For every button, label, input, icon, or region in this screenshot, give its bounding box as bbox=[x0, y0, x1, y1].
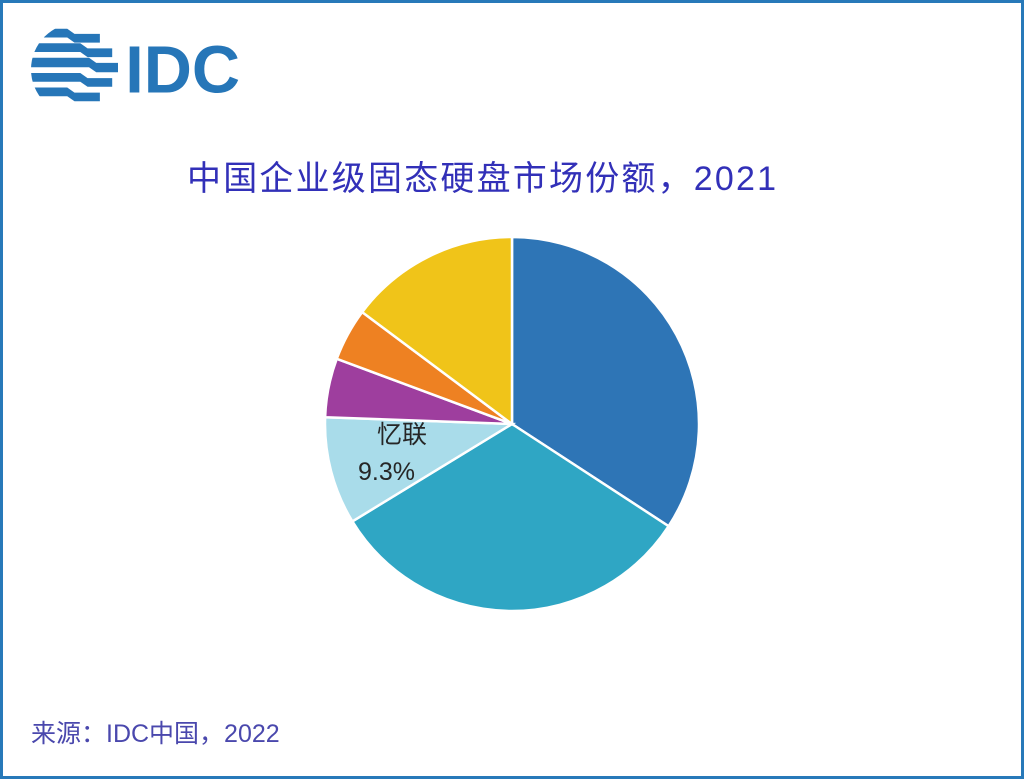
svg-text:忆联: 忆联 bbox=[377, 421, 427, 449]
svg-text:9.3%: 9.3% bbox=[358, 458, 415, 486]
